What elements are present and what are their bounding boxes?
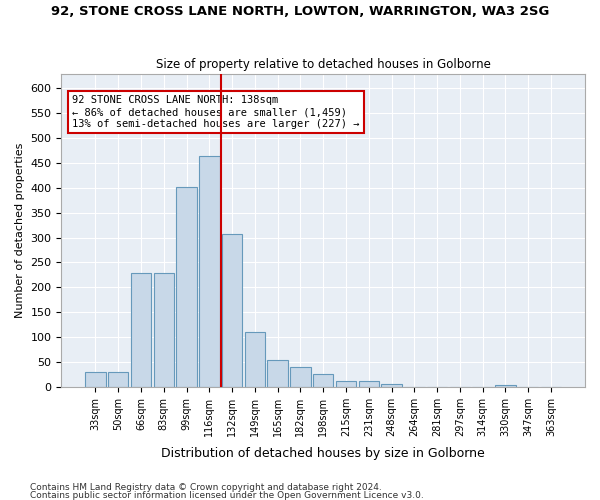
Bar: [336, 381, 356, 387]
Text: Contains HM Land Registry data © Crown copyright and database right 2024.: Contains HM Land Registry data © Crown c…: [30, 483, 382, 492]
Title: Size of property relative to detached houses in Golborne: Size of property relative to detached ho…: [156, 58, 491, 71]
Text: 92 STONE CROSS LANE NORTH: 138sqm
← 86% of detached houses are smaller (1,459)
1: 92 STONE CROSS LANE NORTH: 138sqm ← 86% …: [72, 96, 359, 128]
Bar: [495, 386, 515, 387]
Bar: [176, 187, 197, 387]
Bar: [131, 274, 151, 387]
Bar: [359, 382, 379, 387]
Bar: [268, 360, 288, 387]
Bar: [222, 234, 242, 387]
Bar: [199, 156, 220, 387]
Text: Contains public sector information licensed under the Open Government Licence v3: Contains public sector information licen…: [30, 490, 424, 500]
X-axis label: Distribution of detached houses by size in Golborne: Distribution of detached houses by size …: [161, 447, 485, 460]
Bar: [85, 372, 106, 387]
Bar: [108, 372, 128, 387]
Bar: [154, 274, 174, 387]
Text: 92, STONE CROSS LANE NORTH, LOWTON, WARRINGTON, WA3 2SG: 92, STONE CROSS LANE NORTH, LOWTON, WARR…: [51, 5, 549, 18]
Bar: [290, 367, 311, 387]
Bar: [245, 332, 265, 387]
Y-axis label: Number of detached properties: Number of detached properties: [15, 142, 25, 318]
Bar: [381, 384, 402, 387]
Bar: [313, 374, 334, 387]
